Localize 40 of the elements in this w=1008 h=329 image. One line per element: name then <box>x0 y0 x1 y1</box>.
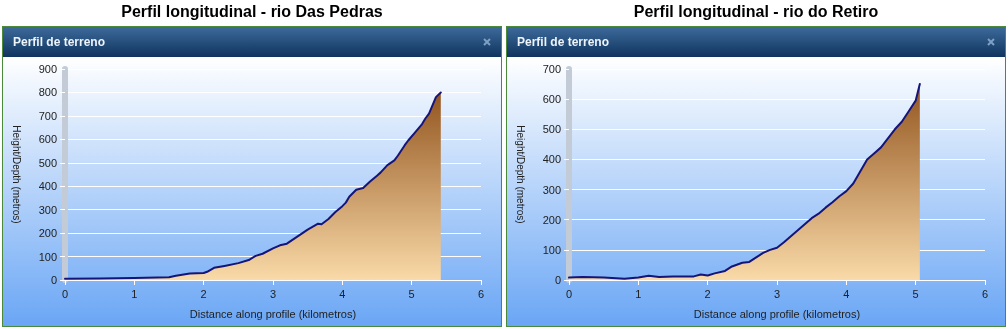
x-tick-label: 3 <box>773 287 781 300</box>
x-tick-label: 0 <box>61 287 69 300</box>
y-tick-label: 300 <box>542 183 561 196</box>
x-tick-label: 0 <box>565 287 573 300</box>
y-axis-title: Height/Depth (metros) <box>10 125 22 224</box>
x-axis-title: Distance along profile (kilometros) <box>189 307 357 320</box>
y-tick-label: 600 <box>38 133 57 146</box>
x-tick-label: 6 <box>981 287 989 300</box>
x-tick-label: 5 <box>408 287 415 300</box>
y-tick-label: 0 <box>554 274 561 286</box>
y-tick-label: 500 <box>38 156 57 169</box>
chart-title: Perfil longitudinal - rio Das Pedras <box>120 2 384 22</box>
x-tick-label: 1 <box>131 287 138 300</box>
y-tick-label: 800 <box>38 86 57 99</box>
chart-subtitle: Perfil de terreno <box>507 27 1005 57</box>
y-tick-label: 0 <box>50 274 57 286</box>
x-axis-title: Distance along profile (kilometros) <box>693 307 861 320</box>
y-tick-label: 100 <box>542 243 561 256</box>
x-tick-label: 3 <box>269 287 277 300</box>
y-tick-label: 500 <box>542 123 561 136</box>
chart-title: Perfil longitudinal - rio do Retiro <box>632 2 880 22</box>
y-tick-label: 200 <box>542 213 561 226</box>
x-tick-label: 6 <box>477 287 485 300</box>
x-tick-label: 5 <box>912 287 919 300</box>
y-tick-label: 700 <box>38 109 57 122</box>
y-tick-label: 600 <box>542 93 561 106</box>
y-tick-label: 900 <box>38 63 57 75</box>
x-tick-label: 2 <box>704 287 711 300</box>
x-tick-label: 2 <box>200 287 207 300</box>
x-tick-label: 1 <box>635 287 642 300</box>
x-tick-label: 4 <box>339 287 346 300</box>
y-axis-title: Height/Depth (metros) <box>514 125 526 224</box>
y-tick-label: 100 <box>38 250 57 263</box>
y-tick-label: 300 <box>38 203 57 216</box>
y-tick-label: 200 <box>38 227 57 240</box>
y-tick-label: 700 <box>542 63 561 75</box>
y-tick-label: 400 <box>38 180 57 193</box>
y-tick-label: 400 <box>542 153 561 166</box>
x-tick-label: 4 <box>843 287 850 300</box>
chart-subtitle: Perfil de terreno <box>3 27 501 57</box>
